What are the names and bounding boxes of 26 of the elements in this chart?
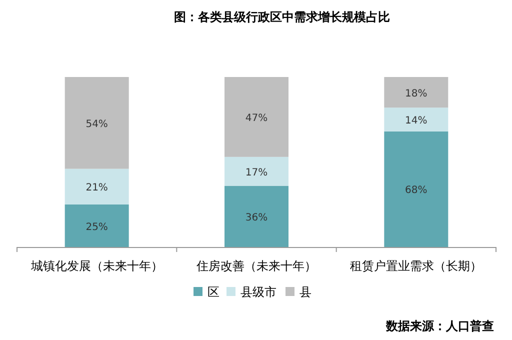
data-label: 47%: [245, 112, 268, 124]
bar: [224, 77, 288, 157]
bar: [64, 77, 129, 169]
bar: [384, 131, 448, 247]
bar: [384, 108, 448, 132]
data-label: 18%: [405, 88, 428, 100]
data-label: 25%: [86, 222, 108, 233]
legend-label: 区: [208, 285, 220, 299]
x-tick-label: 租赁户置业需求（长期）: [350, 259, 482, 273]
x-tick-label: 城镇化发展（未来十年）: [30, 259, 163, 273]
x-tick-label: 住房改善（未来十年）: [196, 259, 316, 273]
bar: [64, 168, 129, 204]
bar: [384, 77, 448, 108]
data-label: 54%: [86, 118, 108, 130]
source-note: 数据来源：人口普查: [385, 319, 494, 333]
chart-title: 图：各类县级行政区中需求增长规模占比: [174, 10, 390, 24]
data-label: 36%: [245, 212, 268, 224]
data-label: 21%: [86, 182, 108, 194]
bar: [224, 186, 288, 247]
bar: [224, 156, 288, 186]
data-label: 17%: [245, 167, 268, 178]
legend-label: 县级市: [240, 285, 276, 299]
bar: [64, 204, 129, 247]
data-label: 68%: [405, 185, 428, 196]
data-label: 14%: [405, 116, 428, 126]
legend-label: 县: [300, 285, 312, 299]
